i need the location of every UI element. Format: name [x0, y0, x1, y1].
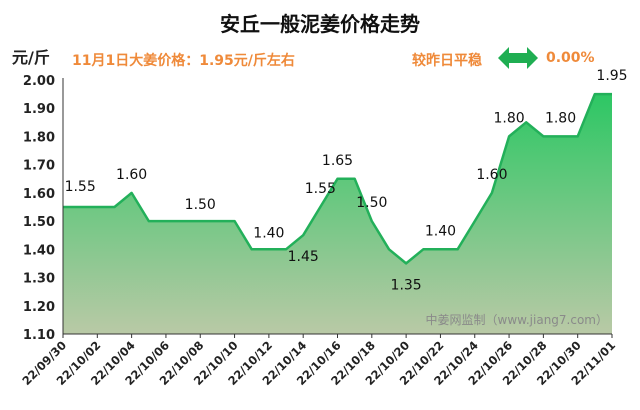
- y-tick-label: 1.20: [23, 300, 55, 315]
- change-percent: 0.00%: [546, 50, 595, 66]
- y-tick-label: 1.40: [23, 243, 55, 258]
- data-label: 1.65: [322, 153, 353, 169]
- price-area-fill: [63, 94, 612, 334]
- compare-label: 较昨日平稳: [412, 53, 482, 69]
- data-label: 1.50: [185, 197, 216, 213]
- data-label: 1.60: [476, 167, 507, 183]
- data-label: 1.55: [65, 179, 96, 195]
- y-axis-unit: 元/斤: [12, 48, 50, 67]
- y-tick-label: 2.00: [23, 74, 55, 89]
- y-tick-label: 1.50: [23, 215, 55, 230]
- y-tick-label: 1.60: [23, 187, 55, 202]
- watermark: 中姜网监制（www.jiang7.com）: [426, 312, 608, 327]
- y-tick-label: 1.70: [23, 159, 55, 174]
- data-label: 1.95: [596, 68, 627, 84]
- y-tick-label: 1.90: [23, 102, 55, 117]
- data-label: 1.35: [391, 277, 422, 293]
- chart-title: 安丘一般泥姜价格走势: [220, 12, 420, 36]
- data-label: 1.40: [425, 223, 456, 239]
- price-note: 11月1日大姜价格：1.95元/斤左右: [72, 53, 295, 69]
- data-label: 1.55: [305, 181, 336, 197]
- data-label: 1.50: [356, 195, 387, 211]
- data-label: 1.45: [288, 249, 319, 265]
- data-label: 1.80: [545, 110, 576, 126]
- double-arrow-icon: [498, 47, 538, 69]
- price-line: [63, 92, 612, 265]
- data-label: 1.40: [253, 225, 284, 241]
- y-tick-label: 1.10: [23, 328, 55, 343]
- y-tick-label: 1.80: [23, 130, 55, 145]
- y-tick-label: 1.30: [23, 272, 55, 287]
- data-label: 1.80: [493, 110, 524, 126]
- data-label: 1.60: [116, 167, 147, 183]
